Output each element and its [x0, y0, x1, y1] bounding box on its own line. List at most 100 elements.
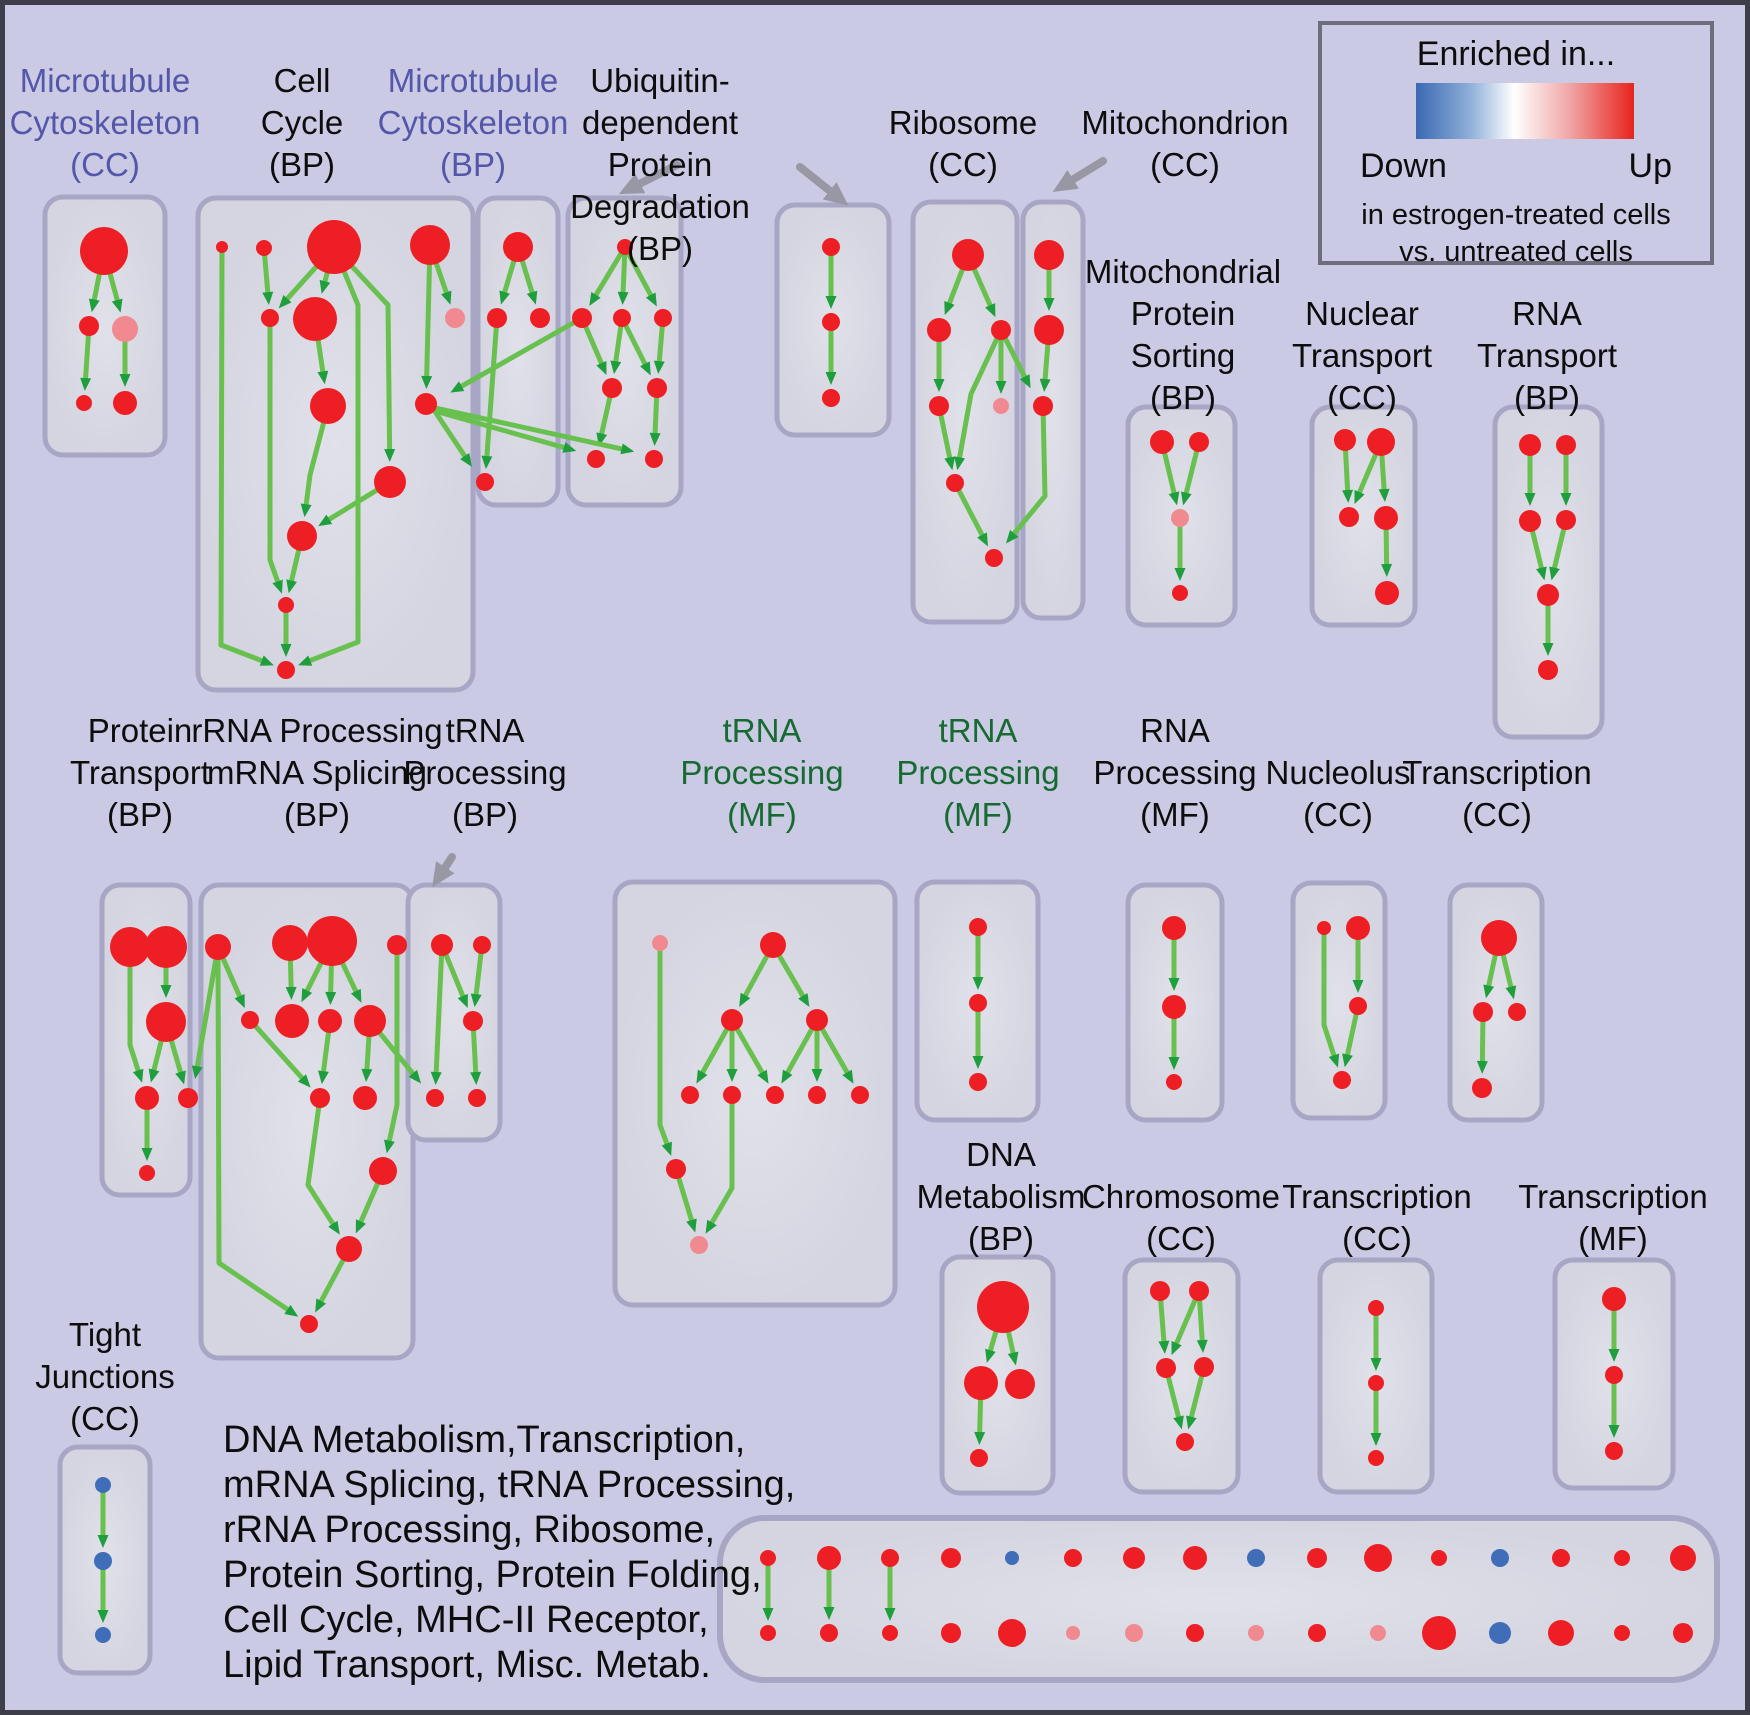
strip-node-top-6[interactable]: [1123, 1547, 1145, 1569]
strip-node-top-15[interactable]: [1670, 1545, 1696, 1571]
cell-cycle-bp-node-8[interactable]: [415, 393, 437, 415]
ubiquitin-degradation-bp-node-7[interactable]: [645, 450, 663, 468]
strip-node-bottom-8[interactable]: [1248, 1625, 1264, 1641]
trna-processing-mf-small-node-2[interactable]: [969, 1073, 987, 1091]
ubiquitin-degradation-bp-node-0[interactable]: [617, 239, 633, 255]
transcription-cc-lower-node-1[interactable]: [1368, 1375, 1384, 1391]
cell-cycle-bp-node-3[interactable]: [410, 225, 450, 265]
strip-node-top-0[interactable]: [760, 1550, 776, 1566]
mitochondrion-cc-node-1[interactable]: [1034, 315, 1064, 345]
chromosome-cc-node-1[interactable]: [1189, 1281, 1209, 1301]
mitochondrial-protein-sorting-bp-node-2[interactable]: [1171, 509, 1189, 527]
transcription-cc-upper-node-1[interactable]: [1473, 1002, 1493, 1022]
trna-processing-mf-large-node-0[interactable]: [652, 935, 668, 951]
nuclear-transport-cc-node-4[interactable]: [1375, 581, 1399, 605]
microtubule-cytoskeleton-cc-node-4[interactable]: [113, 391, 137, 415]
strip-node-bottom-15[interactable]: [1673, 1623, 1693, 1643]
strip-node-bottom-4[interactable]: [998, 1619, 1026, 1647]
rna-transport-bp-node-2[interactable]: [1519, 510, 1541, 532]
ubiquitin-degradation-bp-node-5[interactable]: [647, 378, 667, 398]
rrna-processing-mrna-splicing-bp-node-5[interactable]: [275, 1004, 309, 1038]
nucleolus-cc-node-0[interactable]: [1317, 921, 1331, 935]
trna-processing-mf-large-node-2[interactable]: [721, 1009, 743, 1031]
trna-processing-mf-small-node-0[interactable]: [969, 918, 987, 936]
strip-node-top-4[interactable]: [1005, 1551, 1019, 1565]
microtubule-cytoskeleton-cc-node-0[interactable]: [80, 227, 128, 275]
ribosome-cc-node-3[interactable]: [929, 396, 949, 416]
transcription-cc-upper-node-3[interactable]: [1472, 1078, 1492, 1098]
strip-node-bottom-7[interactable]: [1186, 1624, 1204, 1642]
microtubule-cytoskeleton-cc-node-1[interactable]: [79, 316, 99, 336]
cell-cycle-bp-node-1[interactable]: [256, 240, 272, 256]
trna-processing-mf-large-node-10[interactable]: [690, 1236, 708, 1254]
ribosome-cc-node-4[interactable]: [993, 398, 1009, 414]
trna-processing-mf-large-node-9[interactable]: [666, 1159, 686, 1179]
ubiquitin-chain-node-0[interactable]: [822, 238, 840, 256]
tight-junctions-cc-node-0[interactable]: [95, 1477, 111, 1493]
trna-processing-mf-large-node-6[interactable]: [766, 1086, 784, 1104]
rrna-processing-mrna-splicing-bp-node-2[interactable]: [307, 916, 357, 966]
strip-node-bottom-11[interactable]: [1422, 1616, 1456, 1650]
rrna-processing-mrna-splicing-bp-node-6[interactable]: [318, 1009, 342, 1033]
nuclear-transport-cc-node-2[interactable]: [1339, 507, 1359, 527]
dna-metabolism-bp-node-1[interactable]: [964, 1366, 998, 1400]
strip-node-top-1[interactable]: [817, 1546, 841, 1570]
rna-processing-mf-node-1[interactable]: [1162, 995, 1186, 1019]
ubiquitin-degradation-bp-node-3[interactable]: [654, 309, 672, 327]
strip-node-bottom-5[interactable]: [1066, 1626, 1080, 1640]
strip-node-bottom-12[interactable]: [1489, 1622, 1511, 1644]
cell-cycle-bp-node-0[interactable]: [216, 241, 228, 253]
cell-cycle-bp-node-9[interactable]: [374, 466, 406, 498]
strip-node-top-8[interactable]: [1247, 1549, 1265, 1567]
mitochondrial-protein-sorting-bp-node-0[interactable]: [1150, 430, 1174, 454]
nucleolus-cc-node-2[interactable]: [1349, 997, 1367, 1015]
ubiquitin-degradation-bp-node-6[interactable]: [587, 450, 605, 468]
trna-processing-mf-large-node-3[interactable]: [806, 1009, 828, 1031]
rrna-processing-mrna-splicing-bp-node-11[interactable]: [336, 1236, 362, 1262]
strip-node-bottom-0[interactable]: [760, 1625, 776, 1641]
microtubule-cytoskeleton-bp-node-1[interactable]: [487, 308, 507, 328]
mitochondrial-protein-sorting-bp-node-3[interactable]: [1172, 585, 1188, 601]
ubiquitin-chain-node-2[interactable]: [822, 389, 840, 407]
strip-node-bottom-6[interactable]: [1125, 1624, 1143, 1642]
strip-node-top-2[interactable]: [881, 1549, 899, 1567]
ribosome-cc-node-1[interactable]: [927, 318, 951, 342]
strip-node-top-14[interactable]: [1614, 1550, 1630, 1566]
trna-processing-bp-node-1[interactable]: [473, 936, 491, 954]
transcription-cc-lower-node-2[interactable]: [1368, 1450, 1384, 1466]
strip-node-bottom-14[interactable]: [1614, 1625, 1630, 1641]
strip-node-bottom-10[interactable]: [1370, 1625, 1386, 1641]
ubiquitin-degradation-bp-node-1[interactable]: [572, 308, 592, 328]
microtubule-cytoskeleton-bp-node-2[interactable]: [530, 308, 550, 328]
tight-junctions-cc-node-2[interactable]: [95, 1627, 111, 1643]
rrna-processing-mrna-splicing-bp-node-12[interactable]: [300, 1315, 318, 1333]
nucleolus-cc-node-3[interactable]: [1333, 1071, 1351, 1089]
cell-cycle-bp-node-4[interactable]: [261, 309, 279, 327]
mitochondrial-protein-sorting-bp-node-1[interactable]: [1189, 432, 1209, 452]
strip-node-bottom-9[interactable]: [1308, 1624, 1326, 1642]
microtubule-cytoskeleton-cc-node-3[interactable]: [76, 395, 92, 411]
protein-transport-bp-node-1[interactable]: [145, 926, 187, 968]
rrna-processing-mrna-splicing-bp-node-8[interactable]: [310, 1088, 330, 1108]
strip-node-top-3[interactable]: [941, 1548, 961, 1568]
rna-processing-mf-node-2[interactable]: [1166, 1074, 1182, 1090]
trna-processing-bp-node-0[interactable]: [431, 934, 453, 956]
protein-transport-bp-node-3[interactable]: [135, 1086, 159, 1110]
trna-processing-mf-large-node-7[interactable]: [808, 1086, 826, 1104]
rna-transport-bp-node-3[interactable]: [1556, 510, 1576, 530]
trna-processing-bp-node-3[interactable]: [426, 1089, 444, 1107]
dna-metabolism-bp-node-0[interactable]: [977, 1281, 1029, 1333]
ribosome-cc-node-0[interactable]: [952, 239, 984, 271]
ribosome-cc-node-6[interactable]: [985, 549, 1003, 567]
rrna-processing-mrna-splicing-bp-node-10[interactable]: [369, 1157, 397, 1185]
rna-transport-bp-node-4[interactable]: [1537, 584, 1559, 606]
transcription-cc-upper-node-2[interactable]: [1508, 1003, 1526, 1021]
rrna-processing-mrna-splicing-bp-node-1[interactable]: [272, 925, 308, 961]
rrna-processing-mrna-splicing-bp-node-0[interactable]: [205, 934, 231, 960]
trna-processing-mf-large-node-5[interactable]: [723, 1086, 741, 1104]
nuclear-transport-cc-node-0[interactable]: [1334, 429, 1356, 451]
rna-transport-bp-node-1[interactable]: [1556, 435, 1576, 455]
cell-cycle-bp-node-5[interactable]: [293, 297, 337, 341]
transcription-mf-node-2[interactable]: [1605, 1442, 1623, 1460]
microtubule-cytoskeleton-bp-node-0[interactable]: [503, 232, 533, 262]
